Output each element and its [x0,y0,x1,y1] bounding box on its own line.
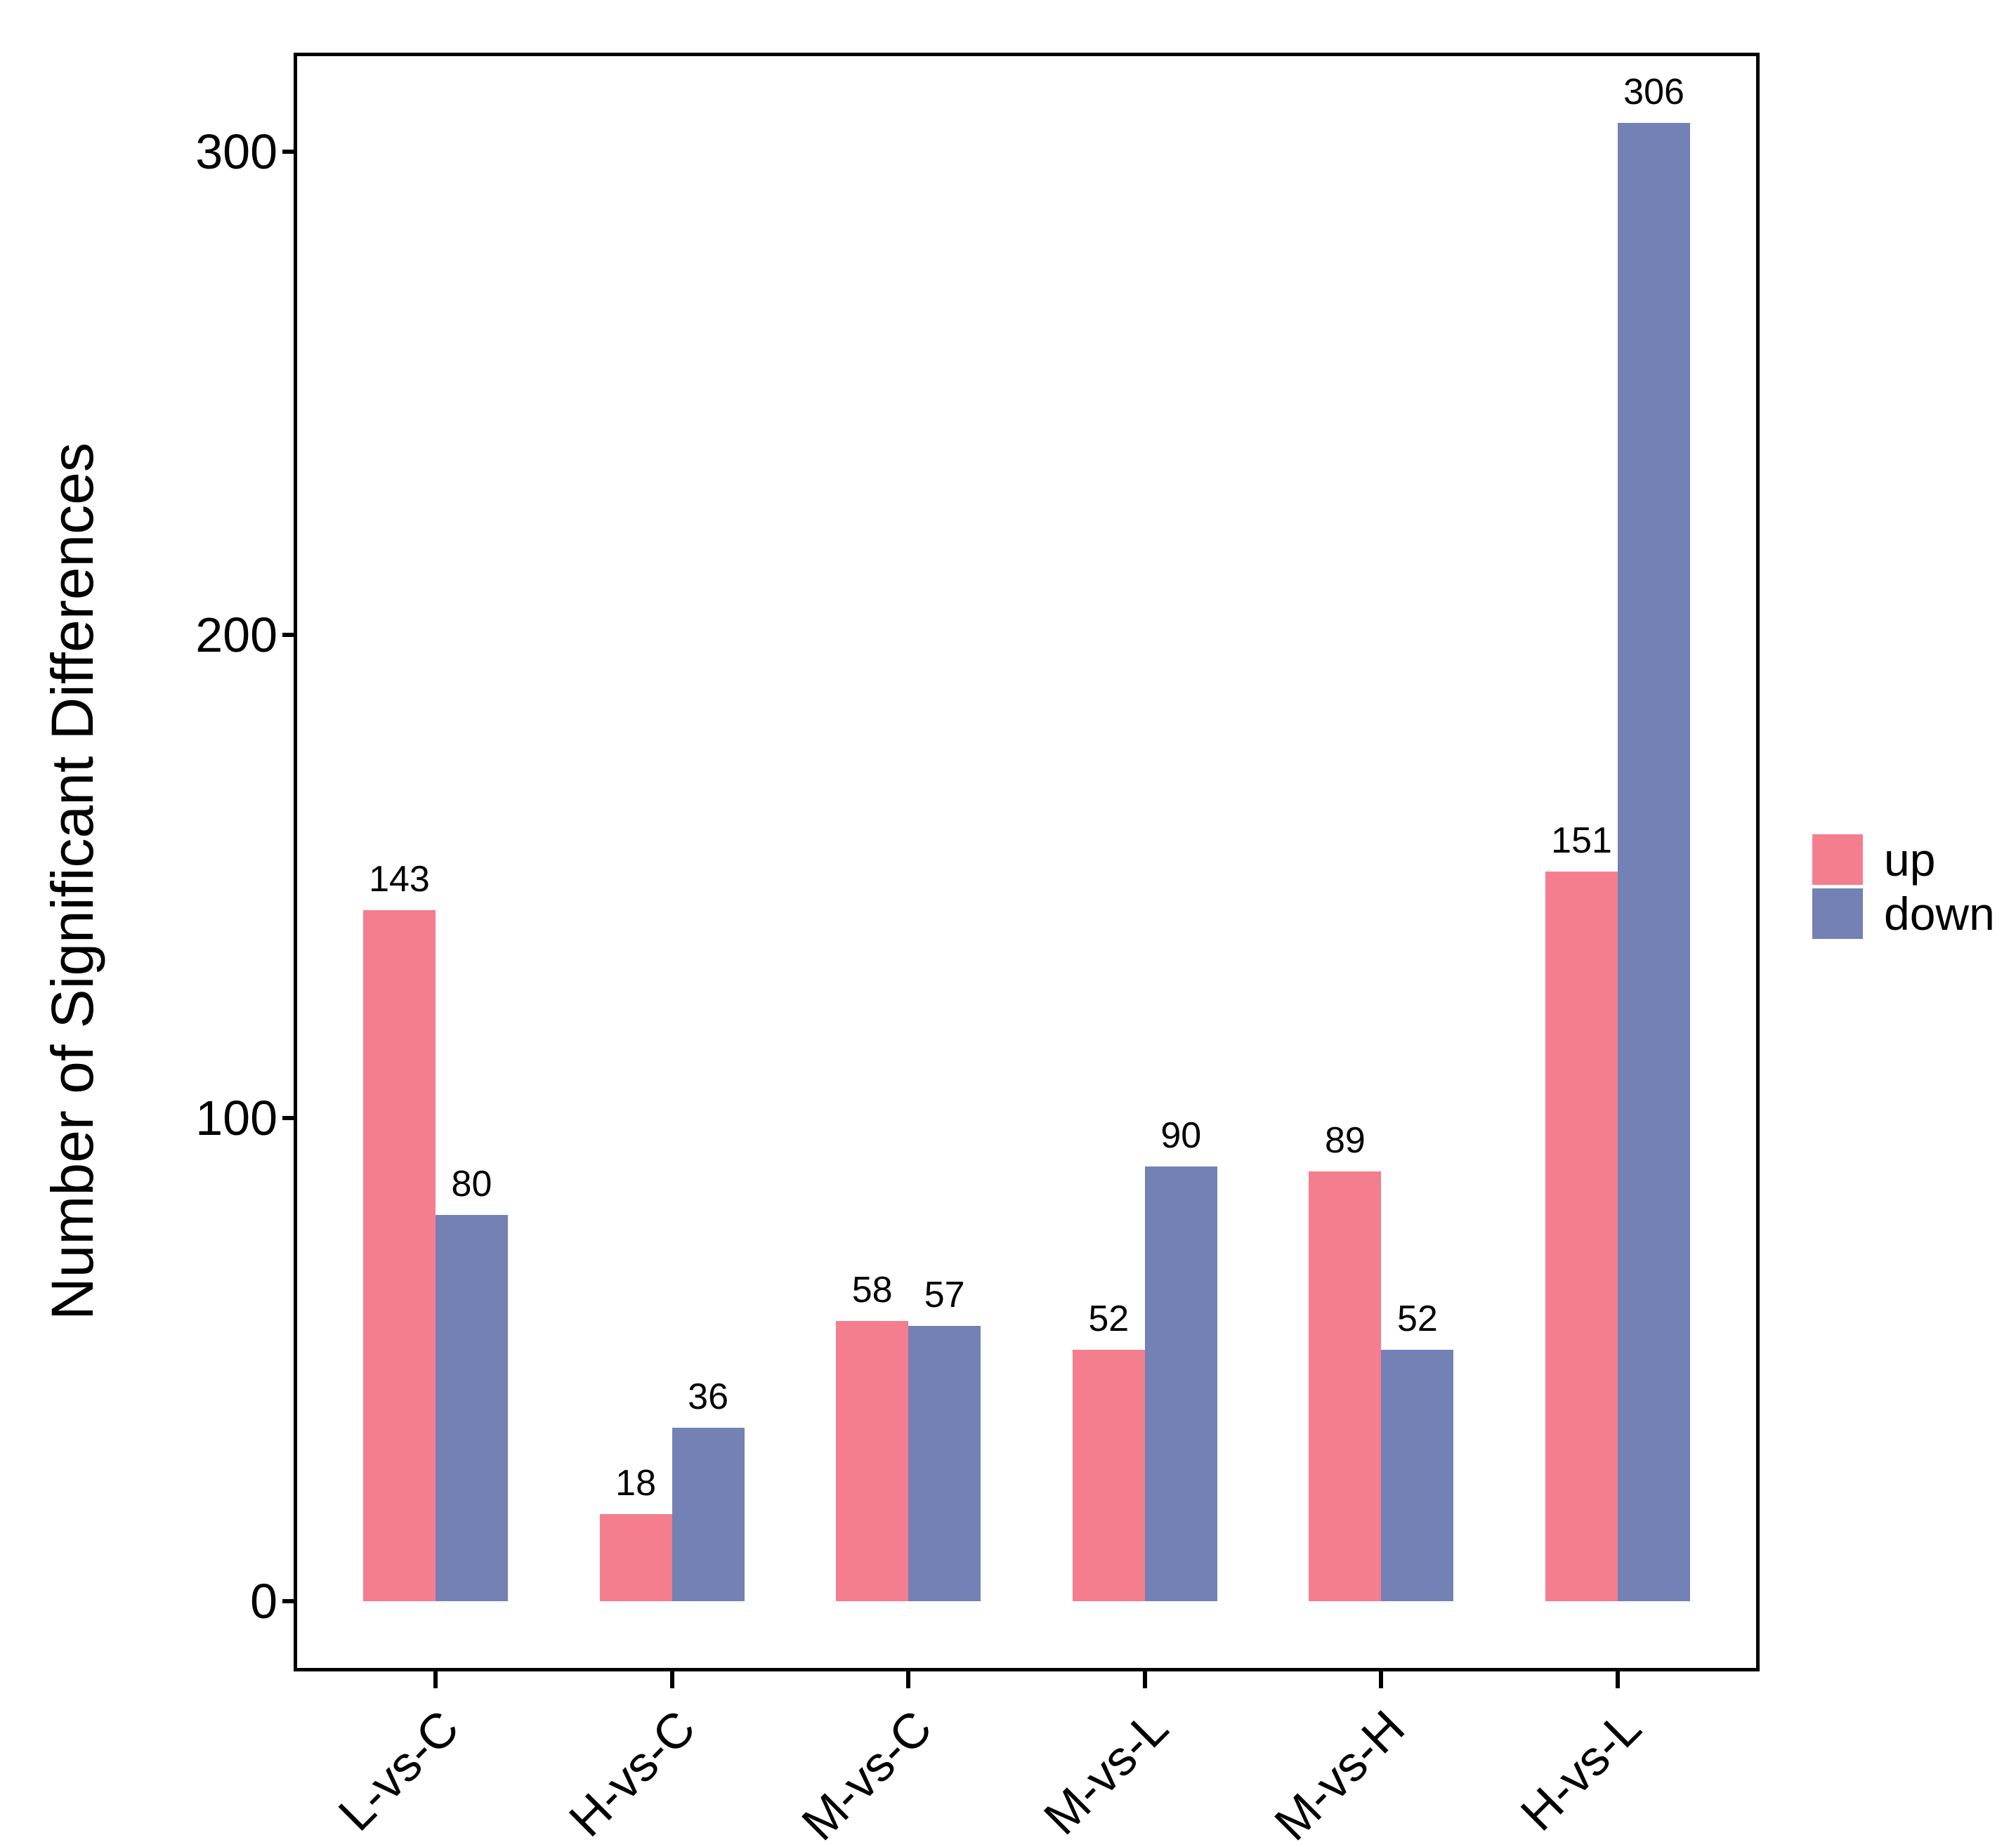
y-tick-label-200: 200 [195,607,277,663]
bar-value-down-H-vs-L: 306 [1623,71,1684,112]
x-tick-label-M-vs-H: M-vs-H [1264,1700,1415,1847]
bar-value-up-H-vs-C: 18 [615,1463,656,1504]
bar-value-down-L-vs-C: 80 [451,1163,492,1204]
bar-value-down-M-vs-L: 90 [1160,1115,1202,1156]
bar-down-M-vs-C [908,1326,981,1602]
bar-up-H-vs-C [599,1514,672,1602]
x-tick-M-vs-L [1142,1671,1147,1688]
y-axis-title: Number of Significant Differences [39,442,105,1320]
x-tick-label-H-vs-C: H-vs-C [558,1700,706,1847]
legend-swatch-up [1812,834,1863,885]
bar-up-M-vs-L [1072,1350,1145,1602]
y-tick-200 [282,633,294,638]
x-tick-H-vs-L [1616,1671,1621,1688]
bar-down-H-vs-L [1618,122,1691,1602]
legend-swatch-down [1812,888,1863,939]
bar-up-H-vs-L [1545,872,1618,1602]
bar-up-L-vs-C [362,910,436,1602]
legend-item-down: down [1812,888,1995,939]
x-tick-H-vs-C [669,1671,674,1688]
bar-down-H-vs-C [672,1427,745,1602]
bar-value-up-L-vs-C: 143 [369,859,430,900]
bar-value-down-M-vs-C: 57 [924,1275,965,1316]
bar-value-up-M-vs-H: 89 [1324,1119,1366,1161]
bar-down-L-vs-C [435,1214,508,1602]
bar-value-up-H-vs-L: 151 [1551,820,1612,862]
y-tick-label-300: 300 [195,124,277,180]
legend-item-up: up [1812,834,1995,885]
bar-down-M-vs-L [1144,1166,1217,1602]
legend-label-up: up [1884,834,1936,886]
y-tick-100 [282,1116,294,1121]
x-tick-M-vs-H [1379,1671,1384,1688]
y-tick-label-0: 0 [250,1574,277,1629]
bar-value-down-H-vs-C: 36 [688,1376,728,1417]
legend: up down [1812,834,1995,939]
x-tick-M-vs-C [906,1671,911,1688]
y-tick-label-100: 100 [195,1091,277,1146]
x-tick-label-H-vs-L: H-vs-L [1510,1700,1651,1841]
y-tick-300 [282,150,294,155]
bar-value-down-M-vs-H: 52 [1396,1299,1438,1340]
y-tick-0 [282,1599,294,1604]
x-tick-label-M-vs-L: M-vs-L [1033,1700,1179,1845]
x-tick-label-M-vs-C: M-vs-C [791,1700,942,1847]
bar-up-M-vs-H [1309,1171,1382,1602]
bar-down-M-vs-H [1381,1350,1454,1602]
x-tick-label-L-vs-C: L-vs-C [327,1700,469,1841]
plot-panel [294,53,1760,1671]
legend-label-down: down [1884,888,1995,940]
bar-value-up-M-vs-L: 52 [1088,1299,1130,1340]
bar-value-up-M-vs-C: 58 [851,1270,893,1311]
bar-up-M-vs-C [836,1321,909,1602]
x-tick-L-vs-C [433,1671,438,1688]
